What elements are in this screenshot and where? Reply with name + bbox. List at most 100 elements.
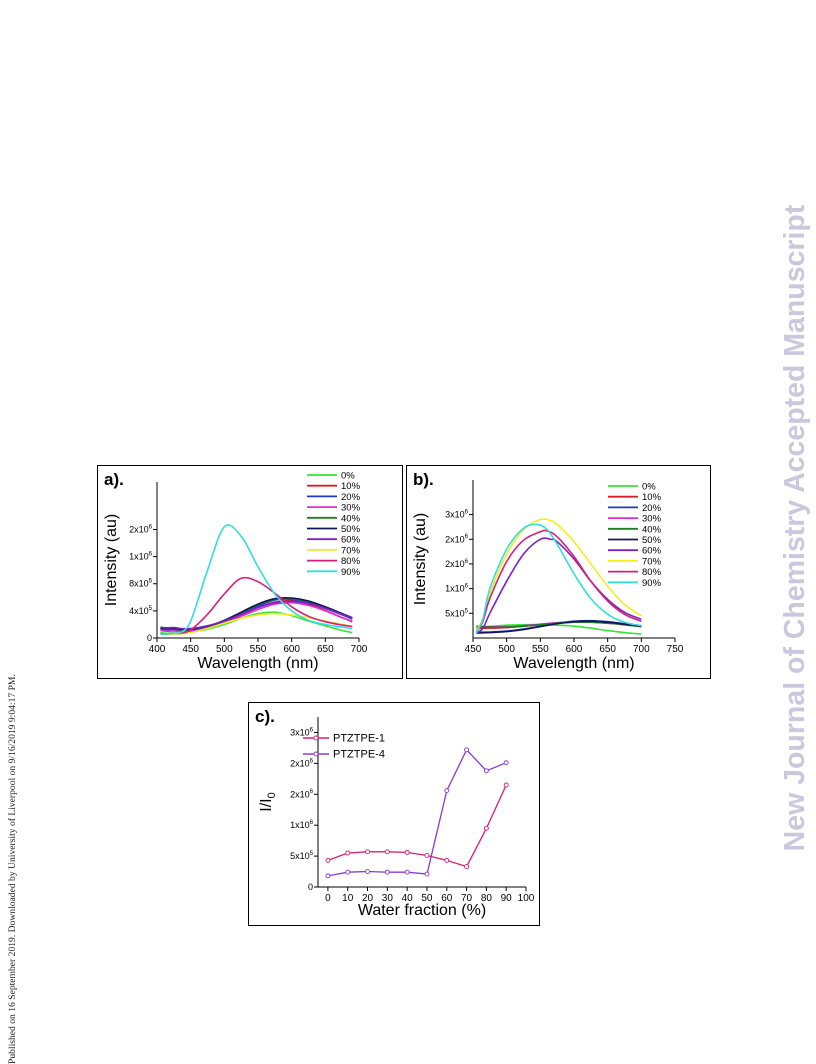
x-axis-title: Wavelength (nm) bbox=[197, 655, 318, 672]
x-tick-label: 20 bbox=[362, 893, 374, 904]
data-point bbox=[444, 857, 450, 863]
x-tick-label: 500 bbox=[498, 644, 515, 655]
y-tick-label: 1x106 bbox=[290, 819, 314, 830]
x-tick-label: 550 bbox=[532, 644, 549, 655]
y-tick-label: 0 bbox=[308, 882, 313, 892]
journal-watermark-text: New Journal of Chemistry Accepted Manusc… bbox=[779, 204, 811, 852]
legend: 0%10%20%30%40%50%60%70%80%90% bbox=[608, 482, 662, 589]
data-point bbox=[345, 869, 351, 875]
series-group bbox=[475, 518, 642, 635]
series-line-90pct bbox=[160, 524, 353, 635]
x-tick-label: 0 bbox=[325, 893, 331, 904]
x-tick-label: 100 bbox=[518, 893, 535, 904]
data-point bbox=[483, 825, 489, 831]
x-tick-label: 450 bbox=[182, 644, 199, 655]
x-tick-label: 80 bbox=[481, 893, 493, 904]
x-tick-label: 400 bbox=[149, 644, 166, 655]
data-point bbox=[345, 850, 351, 856]
legend-label: 20% bbox=[341, 492, 361, 503]
series-line-30pct bbox=[160, 601, 353, 633]
legend-label: PTZTPE-4 bbox=[333, 749, 385, 761]
y-tick-label: 0 bbox=[147, 633, 152, 643]
legend-label: 50% bbox=[341, 524, 361, 535]
series-line-0pct bbox=[476, 623, 642, 635]
panel-label: c). bbox=[255, 707, 275, 726]
panel-label: a). bbox=[104, 470, 124, 489]
data-point bbox=[325, 873, 331, 879]
legend-label: 70% bbox=[341, 545, 361, 556]
legend-label: PTZTPE-1 bbox=[333, 733, 385, 745]
data-point bbox=[365, 849, 370, 855]
data-point bbox=[464, 747, 470, 753]
legend-label: 40% bbox=[341, 513, 361, 524]
data-point bbox=[404, 869, 410, 875]
y-tick-label: 2x106 bbox=[445, 558, 469, 569]
data-point bbox=[365, 869, 370, 874]
x-tick-label: 700 bbox=[351, 644, 368, 655]
legend-marker bbox=[313, 735, 319, 741]
y-tick-label: 5x105 bbox=[445, 607, 469, 618]
legend-label: 80% bbox=[341, 556, 361, 567]
series-line-PTZTPE-4 bbox=[327, 748, 507, 877]
legend: PTZTPE-1 PTZTPE-4 bbox=[303, 733, 385, 761]
series-line-80pct bbox=[475, 529, 642, 633]
x-tick-label: 450 bbox=[465, 644, 482, 655]
series-line-60pct bbox=[160, 600, 353, 630]
series-line-90pct bbox=[475, 523, 642, 634]
legend-label: 10% bbox=[341, 481, 361, 492]
download-notice-text: Published on 16 September 2019. Download… bbox=[7, 674, 18, 1064]
download-notice: Published on 16 September 2019. Download… bbox=[7, 215, 21, 1064]
y-tick-label: 4x105 bbox=[129, 605, 153, 616]
x-tick-label: 750 bbox=[667, 644, 684, 655]
legend-label: 20% bbox=[642, 503, 662, 514]
x-tick-label: 10 bbox=[342, 893, 354, 904]
legend-label: 0% bbox=[341, 471, 355, 482]
x-tick-label: 500 bbox=[216, 644, 233, 655]
x-tick-label: 600 bbox=[566, 644, 583, 655]
legend-label: 80% bbox=[642, 567, 662, 578]
y-tick-label: 1x106 bbox=[129, 551, 153, 562]
series-group bbox=[325, 747, 509, 879]
legend-label: 30% bbox=[642, 514, 662, 525]
y-tick-label: 8x105 bbox=[129, 578, 153, 589]
data-point bbox=[444, 788, 450, 794]
y-tick-label: 2x106 bbox=[129, 523, 153, 534]
y-axis-title: I/I0 bbox=[258, 792, 278, 811]
panel-label: b). bbox=[413, 470, 434, 489]
series-line-70pct bbox=[475, 518, 642, 631]
data-point bbox=[424, 871, 430, 877]
x-tick-label: 600 bbox=[283, 644, 300, 655]
chart-c-svg: c). 0 10 20 30 40 50 60 70 80 90 100 0 5x105 1x106 2x10… bbox=[255, 707, 535, 919]
data-point bbox=[404, 849, 410, 855]
legend-label: 90% bbox=[642, 578, 662, 589]
x-tick-label: 40 bbox=[402, 893, 414, 904]
legend-label: 50% bbox=[642, 535, 662, 546]
legend-label: 0% bbox=[642, 482, 656, 493]
y-tick-label: 1x106 bbox=[445, 583, 469, 594]
data-point bbox=[325, 857, 331, 863]
data-point bbox=[483, 768, 489, 774]
legend-label: 10% bbox=[642, 492, 662, 503]
data-point bbox=[503, 760, 509, 766]
x-axis-title: Wavelength (nm) bbox=[513, 655, 634, 672]
series-line-50pct bbox=[476, 620, 642, 634]
x-tick-label: 70 bbox=[461, 893, 473, 904]
x-axis-title: Water fraction (%) bbox=[358, 902, 486, 919]
legend-label: 30% bbox=[341, 503, 361, 514]
x-tick-label: 50 bbox=[421, 893, 433, 904]
legend: 0%10%20%30%40%50%60%70%80%90% bbox=[307, 471, 361, 578]
data-point bbox=[384, 869, 390, 875]
legend-label: 70% bbox=[642, 556, 662, 567]
legend-label: 60% bbox=[341, 535, 361, 546]
y-tick-label: 2x106 bbox=[290, 788, 314, 799]
series-group bbox=[160, 524, 353, 636]
legend-label: 60% bbox=[642, 546, 662, 557]
legend-label: 40% bbox=[642, 524, 662, 535]
chart-panel-b: b). 450 500 550 600 650 700 750 5x105 1x106 2x106 2… bbox=[406, 465, 711, 679]
y-axis-title: Intensity (au) bbox=[103, 514, 120, 606]
x-tick-label: 650 bbox=[317, 644, 334, 655]
x-tick-label: 550 bbox=[250, 644, 267, 655]
journal-watermark: New Journal of Chemistry Accepted Manusc… bbox=[777, 178, 813, 878]
x-tick-label: 90 bbox=[501, 893, 513, 904]
y-tick-label: 3x106 bbox=[445, 509, 469, 520]
